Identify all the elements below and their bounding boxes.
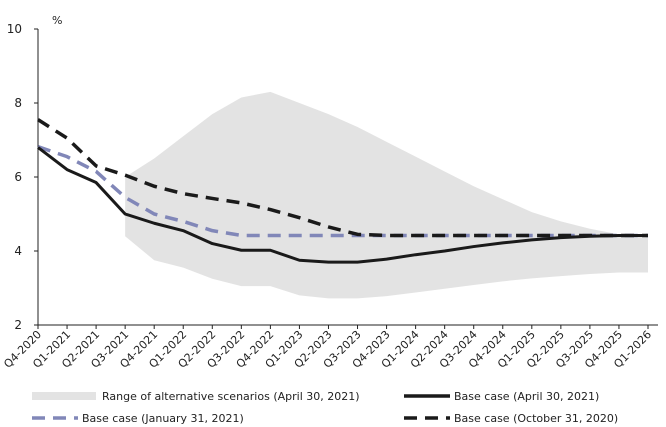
- range-band-layer: [125, 91, 648, 299]
- legend-label: Base case (April 30, 2021): [454, 390, 599, 403]
- legend-label: Base case (October 31, 2020): [454, 412, 618, 425]
- y-tick-label: 10: [7, 22, 22, 36]
- legend-item: Base case (April 30, 2021): [404, 390, 599, 403]
- legend-swatch: [32, 392, 96, 400]
- y-tick-label: 8: [14, 96, 22, 110]
- legend-item: Range of alternative scenarios (April 30…: [32, 390, 360, 403]
- legend: Range of alternative scenarios (April 30…: [32, 390, 618, 425]
- legend-label: Range of alternative scenarios (April 30…: [102, 390, 360, 403]
- y-axis-ticks: 2 4 6 8 10: [7, 22, 38, 332]
- y-tick-label: 4: [14, 244, 22, 258]
- y-axis-unit-label: %: [52, 14, 62, 27]
- legend-item: Base case (October 31, 2020): [404, 412, 618, 425]
- legend-label: Base case (January 31, 2021): [82, 412, 244, 425]
- series-line: [37, 146, 648, 264]
- legend-item: Base case (January 31, 2021): [32, 412, 244, 425]
- range-band: [125, 91, 648, 299]
- y-tick-label: 6: [14, 170, 22, 184]
- series-line: [37, 118, 648, 238]
- y-tick-label: 2: [14, 318, 22, 332]
- series-lines: [37, 118, 648, 264]
- x-axis-ticks: Q4-2020Q1-2021Q2-2021Q3-2021Q4-2021Q1-20…: [1, 325, 654, 371]
